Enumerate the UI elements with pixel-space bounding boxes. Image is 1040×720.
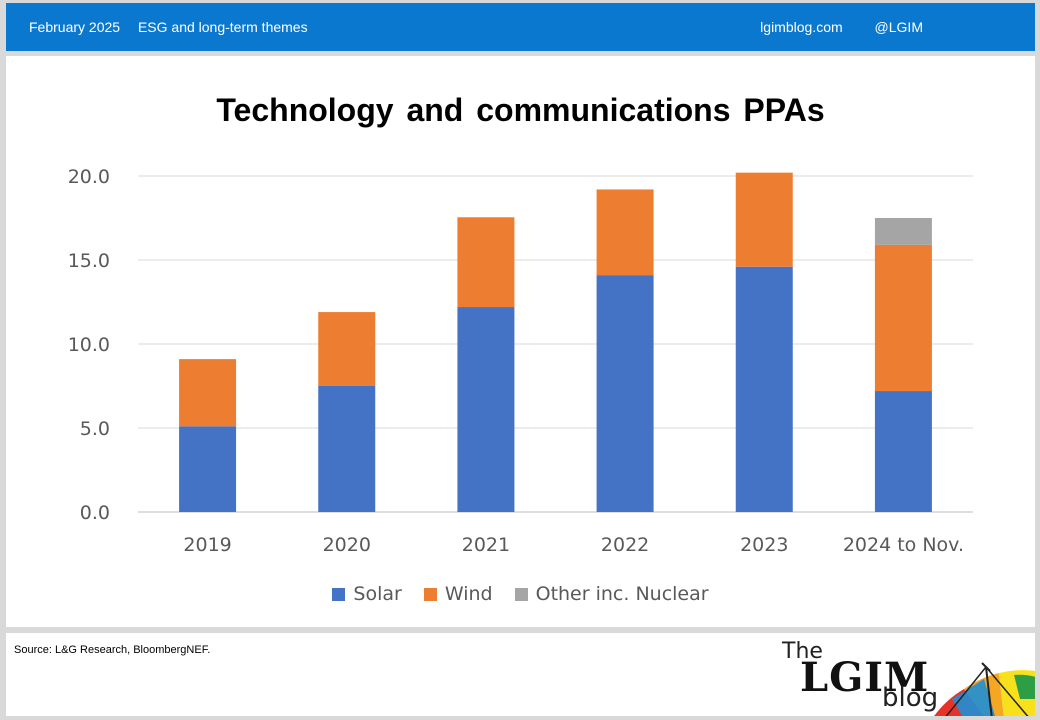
source-note: Source: L&G Research, BloombergNEF. bbox=[14, 644, 211, 656]
bar-solar-0 bbox=[179, 426, 237, 512]
y-tick-label: 0.0 bbox=[80, 502, 110, 524]
header-handle-link[interactable]: @LGIM bbox=[874, 19, 923, 35]
header-bar: February 2025 ESG and long-term themes l… bbox=[6, 3, 1035, 51]
x-tick-label: 2019 bbox=[183, 534, 231, 556]
logo-blog: blog bbox=[882, 683, 939, 713]
x-axis-labels: 2019 2020 2021 2022 2023 2024 to Nov. bbox=[183, 534, 964, 556]
bars bbox=[179, 172, 932, 512]
logo-main: LGIM bbox=[800, 654, 930, 701]
legend-item: Other inc. Nuclear bbox=[514, 583, 709, 605]
x-tick-label: 2022 bbox=[601, 534, 649, 556]
legend: Solar Wind Other inc. Nuclear bbox=[6, 583, 1035, 605]
legend-swatch bbox=[332, 587, 346, 601]
chart-title: Technology and communications PPAs bbox=[216, 92, 825, 128]
bar-solar-2 bbox=[457, 307, 515, 512]
bar-wind-1 bbox=[318, 312, 376, 386]
y-tick-label: 15.0 bbox=[68, 250, 110, 272]
x-tick-label: 2024 to Nov. bbox=[843, 534, 964, 556]
bar-chart: 0.05.010.015.020.0 2019 2020 2021 2022 2023 2… bbox=[68, 166, 973, 556]
bar-solar-3 bbox=[596, 275, 654, 512]
y-tick-label: 10.0 bbox=[68, 334, 110, 356]
bar-wind-4 bbox=[735, 172, 793, 267]
bar-wind-3 bbox=[596, 189, 654, 276]
bar-other-inc-nuclear-2 bbox=[457, 217, 515, 218]
legend-label: Solar bbox=[353, 583, 402, 605]
grid-lines bbox=[138, 175, 973, 513]
logo-the: The bbox=[782, 639, 823, 664]
legend-label: Other inc. Nuclear bbox=[535, 583, 709, 605]
legend-swatch bbox=[423, 587, 437, 601]
bar-wind-0 bbox=[179, 359, 237, 427]
bar-solar-4 bbox=[735, 266, 793, 512]
legend-item: Wind bbox=[423, 583, 493, 605]
legend-label: Wind bbox=[444, 583, 493, 605]
bar-solar-1 bbox=[318, 386, 376, 512]
chart-panel: Technology and communications PPAs 0.0 5.… bbox=[6, 56, 1035, 627]
y-tick-label: 5.0 bbox=[80, 418, 110, 440]
header-date: February 2025 bbox=[29, 19, 121, 35]
x-tick-label: 2020 bbox=[323, 534, 371, 556]
bar-wind-5 bbox=[874, 244, 932, 392]
y-tick-label: 20.0 bbox=[68, 166, 110, 188]
bar-solar-5 bbox=[874, 391, 932, 512]
y-axis-labels: 0.0 5.0 10.0 15.0 20.0 bbox=[68, 166, 110, 524]
header-site-link[interactable]: lgimblog.com bbox=[760, 19, 843, 35]
header-category[interactable]: ESG and long-term themes bbox=[137, 19, 308, 35]
legend-swatch bbox=[514, 587, 528, 601]
footer: Source: L&G Research, BloombergNEF. The … bbox=[6, 633, 1035, 716]
legend-item: Solar bbox=[332, 583, 402, 605]
umbrella-logo-icon bbox=[934, 662, 1035, 716]
x-tick-label: 2021 bbox=[462, 534, 510, 556]
bar-other-inc-nuclear-5 bbox=[874, 218, 932, 245]
bar-wind-2 bbox=[457, 218, 515, 308]
x-tick-label: 2023 bbox=[740, 534, 788, 556]
